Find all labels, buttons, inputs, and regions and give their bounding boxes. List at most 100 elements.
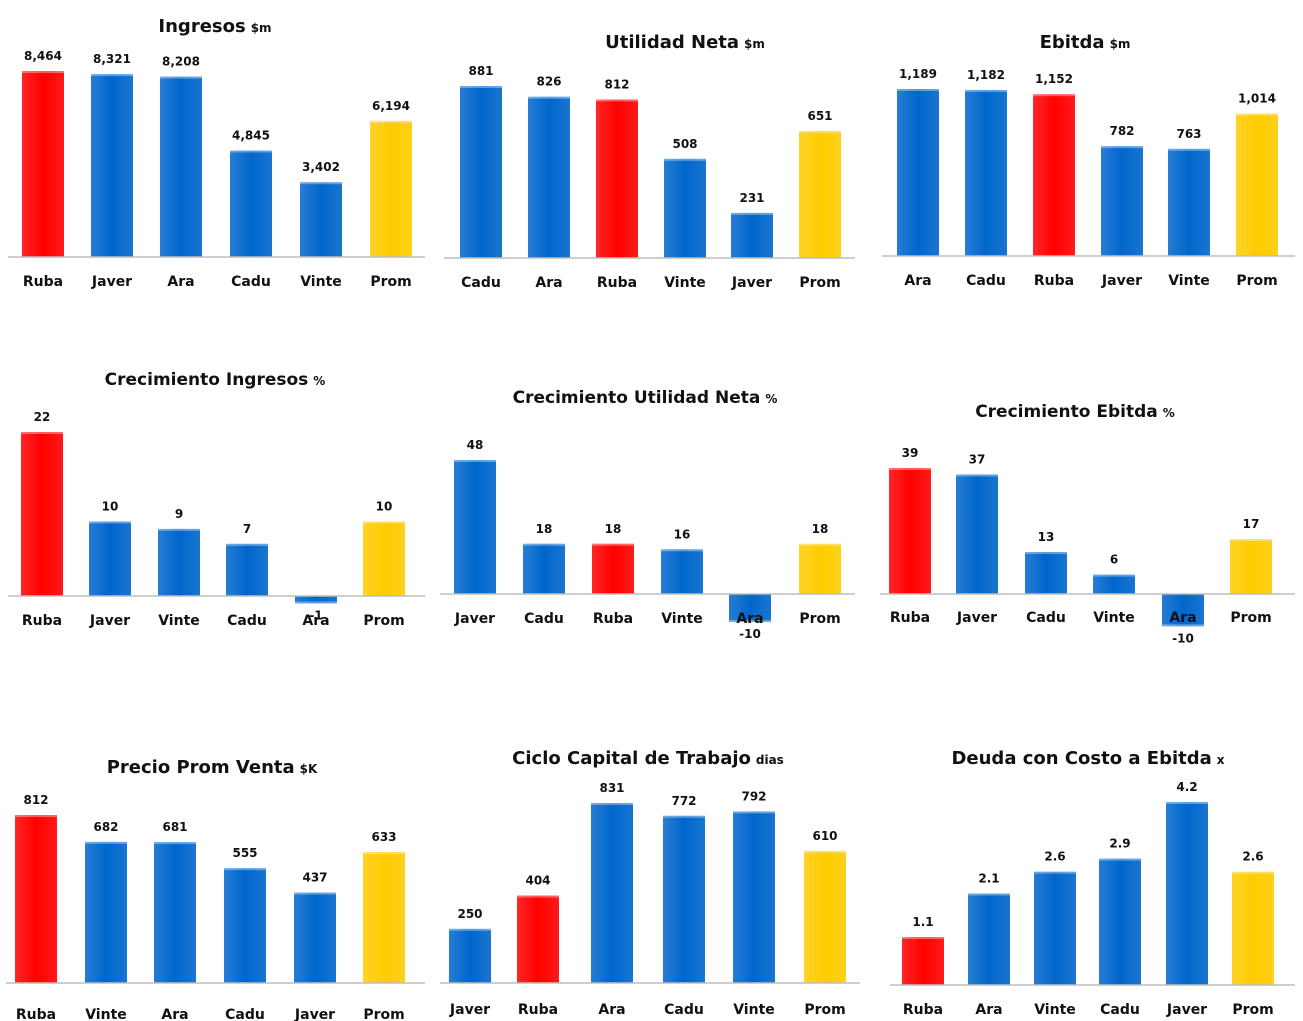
bar-highlight [85,841,127,844]
bar-highlight [1236,113,1278,116]
bar-prom [1230,539,1272,594]
bar-ruba [1033,94,1075,256]
chart-title-text: Deuda con Costo a Ebitda [951,748,1211,769]
bar-ruba [21,432,63,596]
chart-unit: % [1163,406,1175,420]
chart-deuda-costo-ebitda: Deuda con Costo a Ebitda x 1.1 Ruba 2.1 Ara 2.… [870,720,1303,1021]
bar-prom [363,521,405,596]
bar-highlight [799,130,841,133]
bar-highlight [965,89,1007,92]
category-label: Cadu [231,274,271,290]
bar-highlight [1101,146,1143,149]
value-label: 2.1 [978,872,999,886]
bar-vinte [733,811,775,983]
bar-ruba [592,543,634,594]
value-label: 10 [376,499,393,513]
category-label: Vinte [733,1002,775,1018]
bar-cadu [523,543,565,594]
bar-ruba [15,815,57,983]
bar-javer [89,521,131,596]
value-label: 812 [604,77,629,91]
value-label: 1,189 [899,67,937,81]
category-label: Cadu [966,273,1006,289]
value-label: 250 [457,907,482,921]
value-label: 792 [741,789,766,803]
chart-title-text: Utilidad Neta [605,32,739,53]
bar-highlight [731,212,773,215]
category-label: Javer [1101,273,1142,289]
bar-javer [449,928,491,983]
bar-ruba [889,468,931,594]
bar-highlight [22,71,64,73]
bar-highlight [15,815,57,817]
bar-highlight [968,893,1010,896]
category-label: Vinte [300,274,342,290]
bar-cadu [965,89,1007,256]
value-label: 39 [902,446,919,460]
value-label: 16 [674,527,691,541]
value-label: 2.9 [1109,837,1130,851]
chart-title-text: Crecimiento Ebitda [975,402,1158,422]
category-label: Javer [91,274,132,290]
category-label: Javer [731,275,772,291]
bar-highlight [523,543,565,546]
bar-vinte [300,182,342,257]
category-label: Cadu [227,613,267,629]
category-label: Prom [799,275,840,291]
category-label: Prom [1230,610,1271,626]
chart-unit: $K [300,762,318,776]
value-label: 610 [812,829,837,843]
category-label: Ruba [593,611,633,627]
value-label: 6 [1110,553,1118,567]
chart-unit: $m [1110,37,1131,51]
bar-highlight [1166,802,1208,804]
bar-highlight [804,850,846,853]
value-label: 772 [671,794,696,808]
category-label: Ara [975,1002,1002,1018]
bar-ruba [596,99,638,258]
category-label: Prom [804,1002,845,1018]
chart-title: Ciclo Capital de Trabajo dias [512,748,784,769]
chart-title: Ebitda $m [1040,32,1131,53]
bar-highlight [591,803,633,805]
bar-prom [804,850,846,983]
chart-crecimiento-ingresos: Crecimiento Ingresos% 22 Ruba 10 Javer 9 Vinte… [0,350,430,650]
category-label: Vinte [1168,273,1210,289]
bar-vinte [158,528,200,596]
chart-unit: % [765,392,777,406]
chart-title-text: Ebitda [1040,32,1105,53]
bar-ara [591,803,633,983]
value-label: 826 [536,75,561,89]
bar-javer [91,74,133,257]
bar-prom [799,130,841,258]
bar-vinte [1034,871,1076,985]
bar-highlight [370,120,412,123]
bar-highlight [897,89,939,91]
category-label: Ruba [890,610,930,626]
value-label: 231 [739,191,764,205]
value-label: 8,321 [93,52,131,66]
category-label: Javer [294,1007,335,1021]
chart-title-text: Crecimiento Ingresos [105,370,309,390]
bar-javer [731,212,773,258]
bar-highlight [295,601,337,604]
value-label: 22 [34,410,51,424]
bar-highlight [517,895,559,898]
bar-highlight [664,158,706,161]
bar-ara [1162,594,1204,627]
chart-unit: dias [756,753,784,767]
bar-highlight [91,74,133,77]
value-label: 763 [1176,127,1201,141]
value-label: 48 [467,438,484,452]
bar-cadu [226,543,268,596]
bar-ruba [517,895,559,983]
value-label: 1,152 [1035,72,1073,86]
chart-ciclo-capital-trabajo: Ciclo Capital de Trabajo dias 250 Javer 404 R… [430,720,870,1021]
bar-highlight [528,96,570,99]
value-label: 555 [232,846,257,860]
chart-unit: % [313,374,325,388]
value-label: 881 [468,64,493,78]
category-label: Ruba [518,1002,558,1018]
category-label: Cadu [461,275,501,291]
chart-unit: $m [744,37,765,51]
